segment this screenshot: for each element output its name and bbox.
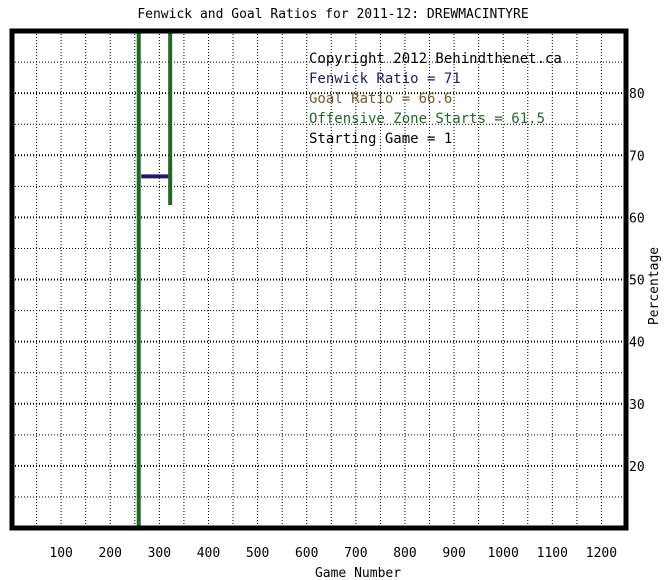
grid	[12, 31, 626, 528]
x-tick-label: 700	[344, 546, 367, 561]
y-tick-label: 40	[629, 336, 645, 351]
x-tick-label: 200	[98, 546, 121, 561]
chart-title: Fenwick and Goal Ratios for 2011-12: DRE…	[137, 7, 528, 22]
x-tick-label: 800	[393, 546, 416, 561]
series	[136, 31, 173, 528]
annotation-line: Offensive Zone Starts = 61.5	[309, 111, 545, 127]
x-tick-label: 1100	[537, 546, 568, 561]
y-axis-ticks: 20 30 40 50 60 70 80	[629, 87, 645, 475]
x-tick-label: 1200	[586, 546, 617, 561]
annotation-line: Starting Game = 1	[309, 131, 452, 147]
y-tick-label: 20	[629, 460, 645, 475]
x-tick-label: 600	[295, 546, 318, 561]
x-tick-label: 100	[49, 546, 72, 561]
y-tick-label: 50	[629, 274, 645, 289]
x-axis-label: Game Number	[315, 566, 401, 580]
annotation-line: Copyright 2012 Behindthenet.ca	[309, 51, 562, 67]
y-tick-label: 70	[629, 149, 645, 164]
x-tick-label: 900	[442, 546, 465, 561]
plot-frame	[9, 28, 629, 531]
x-tick-label: 500	[246, 546, 269, 561]
x-tick-label: 300	[148, 546, 171, 561]
x-tick-label: 1000	[488, 546, 519, 561]
x-tick-label: 400	[197, 546, 220, 561]
x-axis-ticks: 100 200 300 400 500 600 700 800 900 1000 1100 1200	[49, 546, 617, 561]
y-axis-label: Percentage	[647, 247, 662, 325]
annotations: Copyright 2012 Behindthenet.ca Fenwick Ra…	[309, 51, 562, 147]
annotation-line: Fenwick Ratio = 71	[309, 71, 461, 87]
y-tick-label: 30	[629, 398, 645, 413]
annotation-line: Goal Ratio = 66.6	[309, 91, 452, 107]
y-tick-label: 60	[629, 211, 645, 226]
y-tick-label: 80	[629, 87, 645, 102]
